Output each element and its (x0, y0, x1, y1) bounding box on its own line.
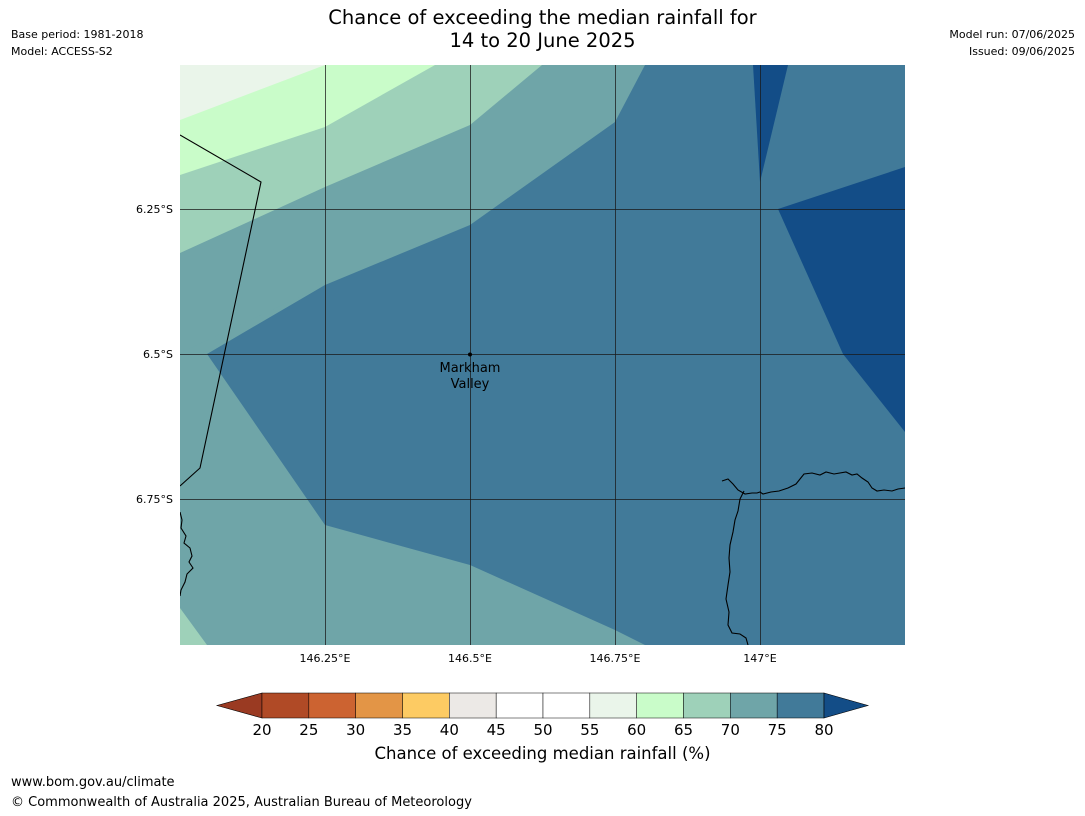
colorbar-bin-25-30 (308, 692, 356, 719)
lat-label-65: 6.5°S (143, 348, 173, 361)
colorbar-tick-70: 70 (721, 721, 740, 739)
coastline-river (725, 490, 749, 645)
colorbar-tick-25: 25 (299, 721, 318, 739)
colorbar-bin-75-80 (776, 692, 825, 719)
meta-left: Base period: 1981-2018 Model: ACCESS-S2 (11, 26, 143, 60)
map-area (180, 65, 905, 645)
coastline-right (721, 471, 905, 495)
title-line2: 14 to 20 June 2025 (449, 29, 636, 52)
colorbar-bin-70-75 (730, 692, 778, 719)
meta-right: Model run: 07/06/2025 Issued: 09/06/2025 (949, 26, 1075, 60)
band-above-80-right (778, 167, 905, 432)
colorbar-tick-50: 50 (533, 721, 552, 739)
colorbar-tick-55: 55 (580, 721, 599, 739)
place-label-line2: Valley (451, 377, 490, 392)
coastline-left (180, 511, 194, 597)
colorbar-bin-35-40 (402, 692, 450, 719)
colorbar-bin-30-35 (355, 692, 403, 719)
colorbar-bin-60-65 (636, 692, 684, 719)
lat-label-625: 6.25°S (136, 203, 173, 216)
colorbar-tick-45: 45 (487, 721, 506, 739)
colorbar-tick-40: 40 (440, 721, 459, 739)
title-line1: Chance of exceeding the median rainfall … (328, 6, 757, 29)
base-period: Base period: 1981-2018 (11, 28, 144, 41)
lon-label-1465: 146.5°E (448, 652, 492, 665)
colorbar-ticks: 20 25 30 35 40 45 50 55 60 65 70 75 80 (252, 721, 833, 739)
footer-copyright: © Commonwealth of Australia 2025, Austra… (11, 795, 472, 810)
boundaries (180, 134, 905, 645)
colorbar-bin-55-60 (589, 692, 637, 719)
colorbar-tick-20: 20 (252, 721, 271, 739)
colorbar-bin-65-70 (683, 692, 731, 719)
map-title: Chance of exceeding the median rainfall … (230, 6, 855, 52)
model-run: Model run: 07/06/2025 (949, 28, 1075, 41)
colorbar-tick-65: 65 (674, 721, 693, 739)
band-55-60 (180, 65, 325, 120)
issued-date: Issued: 09/06/2025 (968, 45, 1075, 58)
colorbar-bin-20-25 (261, 692, 310, 719)
footer-url[interactable]: www.bom.gov.au/climate (11, 775, 175, 790)
colorbar-tick-80: 80 (814, 721, 833, 739)
colorbar-over-arrow (823, 692, 870, 719)
province-border (180, 134, 262, 487)
colorbar-tick-60: 60 (627, 721, 646, 739)
lon-label-147: 147°E (743, 652, 776, 665)
colorbar-under-arrow (215, 692, 263, 719)
band-above-80-top (753, 65, 788, 182)
colorbar-tick-30: 30 (346, 721, 365, 739)
colorbar-title: Chance of exceeding median rainfall (%) (374, 744, 711, 763)
lon-label-14675: 146.75°E (590, 652, 641, 665)
colorbar-bin-50-55 (542, 692, 591, 719)
model-name: Model: ACCESS-S2 (11, 45, 113, 58)
colorbar-tick-75: 75 (768, 721, 787, 739)
band-65-70-bottom (180, 608, 207, 645)
lat-label-675: 6.75°S (136, 493, 173, 506)
place-marker (468, 352, 472, 357)
colorbar-bin-45-50 (495, 692, 544, 719)
colorbar-tick-35: 35 (393, 721, 412, 739)
place-label-line1: Markham (440, 361, 501, 376)
colorbar-bin-40-45 (449, 692, 497, 719)
lon-label-14625: 146.25°E (300, 652, 351, 665)
colorbar (215, 692, 870, 719)
